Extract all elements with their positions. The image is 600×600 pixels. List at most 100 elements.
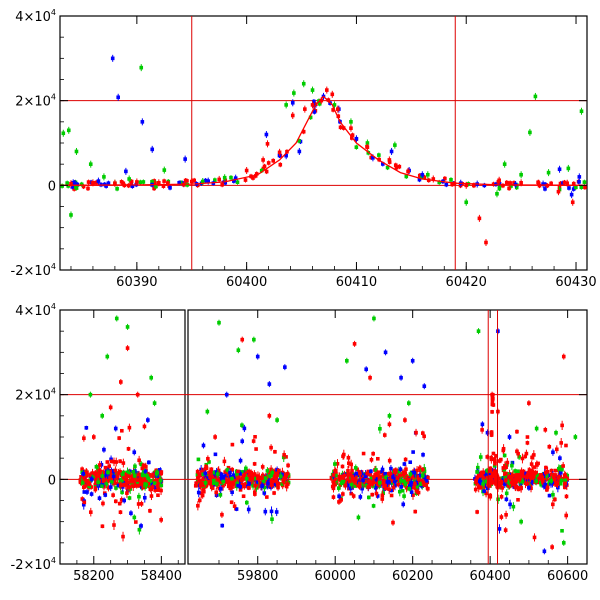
season-point — [357, 484, 362, 489]
season-point — [112, 481, 116, 485]
season-point — [102, 478, 106, 482]
season-point — [547, 444, 552, 449]
season-point — [120, 472, 125, 477]
season-point — [402, 462, 407, 466]
season-point — [134, 520, 138, 524]
data-point — [206, 179, 211, 183]
season-point — [343, 483, 348, 488]
season-point — [210, 486, 215, 490]
data-point — [546, 170, 551, 175]
season-point — [79, 474, 83, 479]
season-point — [370, 481, 375, 486]
season-point — [261, 477, 266, 481]
season-point — [136, 478, 140, 482]
season-point — [410, 470, 415, 475]
data-point — [139, 65, 144, 70]
season-point — [201, 476, 205, 481]
season-point — [408, 460, 413, 464]
data-point — [519, 172, 523, 177]
baseline-point — [497, 186, 502, 191]
baseline-point — [417, 173, 422, 178]
season-point — [247, 474, 251, 478]
baseline-point — [312, 99, 316, 104]
season-point — [157, 468, 162, 472]
season-point — [220, 512, 224, 517]
baseline-point — [422, 175, 427, 180]
season-point — [545, 469, 550, 474]
season-point — [105, 460, 110, 464]
baseline-point — [115, 186, 119, 191]
season-point — [116, 483, 121, 488]
data-point — [102, 447, 106, 452]
data-point — [422, 384, 427, 388]
baseline-point — [264, 169, 269, 174]
season-point — [389, 493, 394, 498]
season-point — [269, 445, 273, 450]
season-point — [236, 469, 240, 474]
season-point — [404, 467, 408, 472]
baseline-point — [497, 181, 502, 186]
data-point — [264, 132, 269, 137]
season-point — [411, 493, 415, 497]
season-point — [539, 482, 543, 487]
data-point — [464, 183, 469, 188]
season-point — [109, 469, 114, 474]
season-point — [244, 476, 249, 481]
season-point — [97, 463, 102, 467]
season-point — [204, 464, 208, 469]
season-point — [106, 477, 111, 482]
season-point — [420, 431, 425, 435]
season-point — [156, 482, 160, 486]
season-point — [424, 479, 429, 483]
season-point — [491, 451, 496, 456]
data-point — [125, 346, 130, 350]
baseline-point — [66, 184, 70, 188]
season-point — [409, 480, 414, 485]
season-point — [559, 478, 564, 483]
data-point — [464, 200, 469, 205]
season-point — [487, 472, 491, 477]
season-point — [378, 426, 382, 431]
data-point — [556, 189, 561, 194]
season-point — [350, 468, 354, 473]
season-point — [196, 490, 201, 495]
data-point — [149, 375, 154, 380]
data-point — [284, 103, 288, 107]
baseline-point — [251, 176, 255, 180]
data-point — [356, 515, 361, 520]
season-point — [564, 513, 569, 518]
season-point — [215, 472, 220, 476]
top-plot-frame — [59, 15, 588, 271]
season-point — [273, 470, 278, 475]
season-point — [481, 482, 485, 486]
season-point — [221, 479, 226, 484]
season-point — [559, 465, 564, 469]
season-point — [485, 430, 490, 435]
season-point — [244, 469, 249, 474]
season-point — [331, 486, 336, 491]
baseline-point — [508, 181, 512, 185]
season-point — [206, 456, 210, 461]
season-point — [96, 480, 100, 485]
season-point — [112, 478, 117, 482]
season-point — [89, 485, 93, 489]
season-point — [477, 471, 482, 476]
season-point — [335, 461, 340, 466]
season-point — [339, 481, 344, 486]
x-tick-label: 59800 — [237, 569, 278, 584]
season-point — [375, 456, 380, 461]
season-point — [391, 520, 395, 525]
data-point — [403, 418, 407, 422]
season-point — [508, 502, 512, 507]
season-point — [238, 488, 243, 492]
data-point — [349, 120, 353, 124]
season-point — [147, 473, 151, 478]
baseline-point — [380, 162, 385, 166]
season-point — [479, 473, 483, 478]
season-point — [121, 534, 125, 539]
season-point — [359, 475, 364, 480]
season-point — [226, 484, 231, 489]
season-point — [346, 455, 351, 460]
season-point — [399, 478, 403, 483]
season-point — [345, 478, 350, 482]
